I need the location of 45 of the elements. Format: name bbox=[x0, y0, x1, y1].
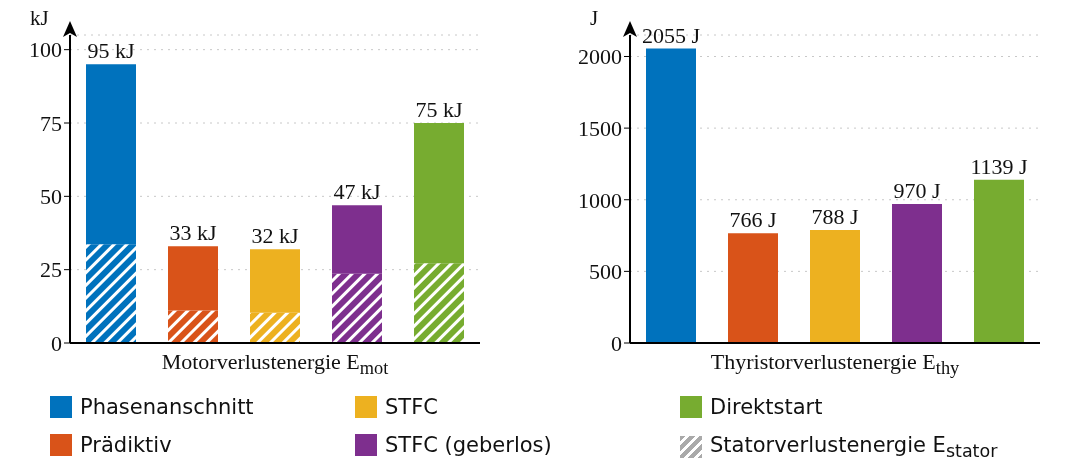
legend-label: Phasenanschnitt bbox=[80, 395, 254, 419]
bar bbox=[646, 48, 696, 343]
y-tick-label: 1000 bbox=[578, 187, 622, 213]
total-label: 33 kJ bbox=[169, 220, 217, 246]
data-label: 788 J bbox=[811, 204, 859, 230]
total-label: 95 kJ bbox=[87, 38, 135, 64]
total-label: 75 kJ bbox=[415, 97, 463, 122]
bar bbox=[86, 244, 136, 343]
legend-label: Direktstart bbox=[710, 395, 823, 419]
bar bbox=[332, 205, 382, 274]
x-axis-title: Thyristorverlustenergie E$_{thy}$ bbox=[709, 349, 961, 380]
y-tick-label: 50 bbox=[40, 184, 62, 210]
y-axis-title: kJ bbox=[30, 6, 49, 31]
y-tick-label: 0 bbox=[51, 330, 62, 356]
bar bbox=[168, 310, 218, 343]
bar bbox=[974, 179, 1024, 343]
bar bbox=[250, 249, 300, 313]
y-tick-label: 100 bbox=[29, 37, 62, 63]
bar bbox=[414, 123, 464, 264]
y-tick-label: 0 bbox=[611, 330, 622, 356]
data-label: 2055 J bbox=[641, 22, 701, 48]
y-axis-title: J bbox=[590, 6, 599, 31]
legend-label: STFC (geberlos) bbox=[385, 433, 552, 457]
legend-label: Prädiktiv bbox=[80, 433, 172, 457]
legend-label: Statorverlustenergie E$_{stator}$ bbox=[710, 433, 998, 462]
bar bbox=[168, 246, 218, 311]
data-label: 766 J bbox=[729, 207, 777, 233]
total-label: 47 kJ bbox=[333, 179, 381, 205]
y-tick-label: 1500 bbox=[578, 115, 622, 141]
bar bbox=[332, 273, 382, 343]
x-axis-title: Motorverlustenergie E$_{mot}$ bbox=[160, 349, 390, 380]
data-label: 970 J bbox=[893, 178, 941, 204]
bar bbox=[86, 64, 136, 245]
data-label: 1139 J bbox=[970, 153, 1029, 179]
y-tick-label: 2000 bbox=[578, 44, 622, 70]
y-tick-label: 25 bbox=[40, 257, 62, 283]
y-tick-label: 500 bbox=[589, 259, 622, 285]
bar bbox=[414, 263, 464, 343]
y-tick-label: 75 bbox=[40, 110, 62, 136]
legend-label: STFC bbox=[385, 395, 438, 419]
bar bbox=[250, 312, 300, 343]
total-label: 32 kJ bbox=[251, 223, 299, 249]
bar bbox=[728, 233, 778, 343]
bar bbox=[810, 230, 860, 343]
bar bbox=[892, 204, 942, 343]
